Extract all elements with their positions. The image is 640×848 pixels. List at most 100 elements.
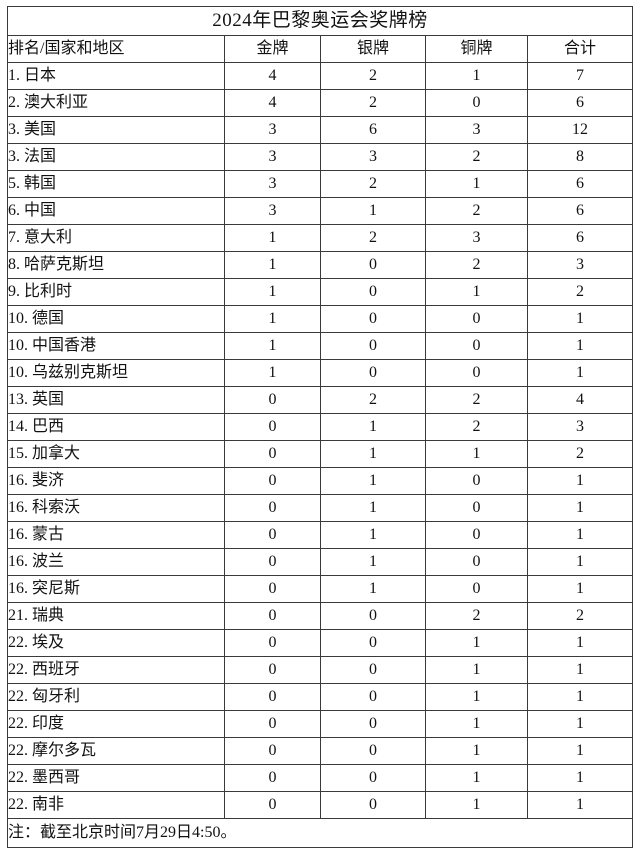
table-row: 15. 加拿大 0 1 1 2	[7, 440, 634, 468]
cell-bronze: 1	[425, 683, 528, 711]
cell-rank-country: 8. 哈萨克斯坦	[7, 251, 225, 279]
column-header-rank-country: 排名/国家和地区	[7, 35, 225, 63]
cell-silver: 1	[320, 548, 426, 576]
cell-total: 1	[526, 494, 634, 522]
table-row: 10. 中国香港 1 0 0 1	[7, 332, 634, 360]
table-row: 3. 法国 3 3 2 8	[7, 143, 634, 171]
cell-silver: 1	[320, 521, 426, 549]
cell-silver: 2	[320, 62, 426, 90]
cell-gold: 3	[224, 197, 321, 225]
cell-rank-country: 1. 日本	[7, 62, 225, 90]
cell-rank-country: 16. 波兰	[7, 548, 225, 576]
cell-bronze: 3	[425, 224, 528, 252]
cell-gold: 4	[224, 62, 321, 90]
cell-rank-country: 3. 美国	[7, 116, 225, 144]
cell-rank-country: 22. 埃及	[7, 629, 225, 657]
cell-bronze: 0	[425, 467, 528, 495]
column-header-silver: 银牌	[320, 35, 426, 63]
cell-bronze: 1	[425, 629, 528, 657]
cell-rank-country: 5. 韩国	[7, 170, 225, 198]
cell-gold: 1	[224, 278, 321, 306]
cell-total: 1	[526, 764, 634, 792]
table-row: 22. 南非 0 0 1 1	[7, 791, 634, 819]
cell-bronze: 2	[425, 602, 528, 630]
cell-gold: 0	[224, 737, 321, 765]
cell-rank-country: 10. 乌兹别克斯坦	[7, 359, 225, 387]
cell-rank-country: 16. 蒙古	[7, 521, 225, 549]
cell-total: 7	[526, 62, 634, 90]
cell-total: 1	[526, 656, 634, 684]
cell-silver: 2	[320, 386, 426, 414]
cell-gold: 0	[224, 521, 321, 549]
cell-bronze: 1	[425, 656, 528, 684]
medal-table-container: 2024年巴黎奥运会奖牌榜 排名/国家和地区 金牌 银牌 铜牌 合计 1. 日本…	[6, 6, 634, 848]
cell-total: 2	[526, 440, 634, 468]
cell-gold: 3	[224, 143, 321, 171]
cell-gold: 1	[224, 251, 321, 279]
table-row: 6. 中国 3 1 2 6	[7, 197, 634, 225]
table-row: 16. 波兰 0 1 0 1	[7, 548, 634, 576]
cell-rank-country: 13. 英国	[7, 386, 225, 414]
cell-bronze: 1	[425, 710, 528, 738]
table-row: 22. 匈牙利 0 0 1 1	[7, 683, 634, 711]
cell-silver: 0	[320, 332, 426, 360]
cell-gold: 0	[224, 494, 321, 522]
table-note-row: 注：截至北京时间7月29日4:50。	[6, 818, 634, 848]
page-title: 2024年巴黎奥运会奖牌榜	[6, 6, 634, 36]
cell-total: 12	[526, 116, 634, 144]
table-row: 1. 日本 4 2 1 7	[7, 62, 634, 90]
cell-silver: 0	[320, 791, 426, 819]
cell-bronze: 0	[425, 89, 528, 117]
cell-bronze: 1	[425, 737, 528, 765]
table-row: 2. 澳大利亚 4 2 0 6	[7, 89, 634, 117]
cell-rank-country: 9. 比利时	[7, 278, 225, 306]
cell-silver: 0	[320, 683, 426, 711]
cell-silver: 2	[320, 224, 426, 252]
table-row: 16. 科索沃 0 1 0 1	[7, 494, 634, 522]
cell-total: 1	[526, 359, 634, 387]
cell-bronze: 1	[425, 791, 528, 819]
cell-gold: 0	[224, 413, 321, 441]
cell-total: 1	[526, 305, 634, 333]
cell-rank-country: 6. 中国	[7, 197, 225, 225]
cell-silver: 1	[320, 494, 426, 522]
cell-gold: 0	[224, 575, 321, 603]
cell-gold: 0	[224, 683, 321, 711]
cell-silver: 0	[320, 629, 426, 657]
cell-total: 8	[526, 143, 634, 171]
cell-total: 3	[526, 413, 634, 441]
cell-silver: 1	[320, 440, 426, 468]
cell-rank-country: 15. 加拿大	[7, 440, 225, 468]
cell-total: 6	[526, 170, 634, 198]
cell-silver: 0	[320, 278, 426, 306]
cell-silver: 0	[320, 602, 426, 630]
table-row: 16. 斐济 0 1 0 1	[7, 467, 634, 495]
cell-bronze: 1	[425, 170, 528, 198]
cell-rank-country: 16. 突尼斯	[7, 575, 225, 603]
cell-total: 1	[526, 710, 634, 738]
cell-rank-country: 22. 摩尔多瓦	[7, 737, 225, 765]
footer-note: 注：截至北京时间7月29日4:50。	[6, 818, 634, 848]
table-row: 8. 哈萨克斯坦 1 0 2 3	[7, 251, 634, 279]
cell-total: 1	[526, 467, 634, 495]
cell-rank-country: 2. 澳大利亚	[7, 89, 225, 117]
cell-gold: 0	[224, 548, 321, 576]
cell-bronze: 1	[425, 440, 528, 468]
table-row: 16. 突尼斯 0 1 0 1	[7, 575, 634, 603]
cell-gold: 0	[224, 710, 321, 738]
cell-silver: 1	[320, 575, 426, 603]
cell-bronze: 0	[425, 359, 528, 387]
cell-gold: 0	[224, 629, 321, 657]
cell-total: 3	[526, 251, 634, 279]
table-row: 7. 意大利 1 2 3 6	[7, 224, 634, 252]
cell-gold: 4	[224, 89, 321, 117]
cell-silver: 0	[320, 710, 426, 738]
cell-bronze: 2	[425, 386, 528, 414]
cell-rank-country: 16. 科索沃	[7, 494, 225, 522]
cell-rank-country: 7. 意大利	[7, 224, 225, 252]
cell-gold: 3	[224, 170, 321, 198]
cell-gold: 1	[224, 359, 321, 387]
cell-total: 6	[526, 197, 634, 225]
cell-total: 2	[526, 278, 634, 306]
table-row: 22. 墨西哥 0 0 1 1	[7, 764, 634, 792]
